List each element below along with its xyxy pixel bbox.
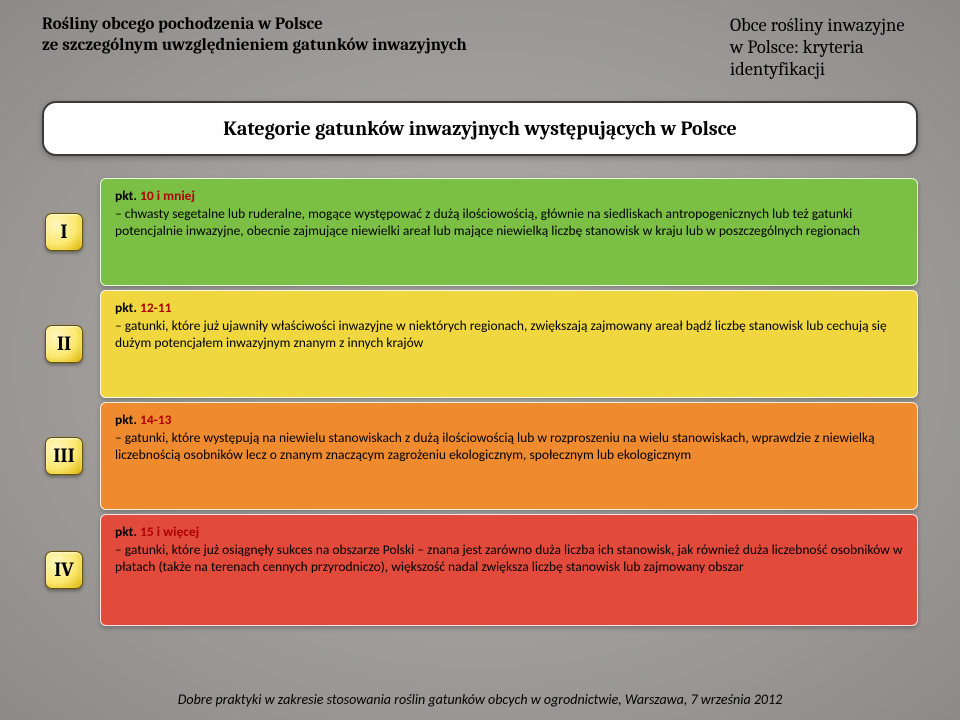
pkt-range: 14-13 (140, 411, 172, 428)
category-text: – chwasty segetalne lub ruderalne, mogąc… (115, 205, 903, 240)
pkt-label: pkt. (115, 299, 140, 316)
category-pkt: pkt. 12-11 (115, 299, 903, 316)
category-badge: II (42, 290, 86, 398)
subtitle-box: Kategorie gatunków inwazyjnych występują… (42, 101, 918, 156)
category-text: – gatunki, które występują na niewielu s… (115, 429, 903, 464)
footer: Dobre praktyki w zakresie stosowania roś… (0, 691, 960, 708)
subtitle: Kategorie gatunków inwazyjnych występują… (68, 117, 892, 140)
category-badge: III (42, 402, 86, 510)
categories-area: Ipkt. 10 i mniej– chwasty segetalne lub … (42, 178, 918, 628)
category-text: – gatunki, które już ujawniły właściwośc… (115, 317, 903, 352)
category-badge: I (42, 178, 86, 286)
category-roman: II (45, 325, 83, 363)
category-roman: I (45, 213, 83, 251)
category-body: pkt. 14-13– gatunki, które występują na … (100, 402, 918, 510)
category-body: pkt. 10 i mniej– chwasty segetalne lub r… (100, 178, 918, 286)
pkt-range: 15 i więcej (140, 523, 199, 540)
category-badge: IV (42, 514, 86, 626)
category-roman: IV (45, 551, 83, 589)
category-text: – gatunki, które już osiągnęły sukces na… (115, 541, 903, 576)
category-pkt: pkt. 14-13 (115, 411, 903, 428)
pkt-range: 10 i mniej (140, 187, 195, 204)
category-body: pkt. 12-11– gatunki, które już ujawniły … (100, 290, 918, 398)
category-row: IV pkt. 15 i więcej– gatunki, które już o… (42, 514, 918, 626)
category-roman: III (45, 437, 83, 475)
category-pkt: pkt. 15 i więcej (115, 523, 903, 540)
category-pkt: pkt. 10 i mniej (115, 187, 903, 204)
header: Rośliny obcego pochodzenia w Polsceze sz… (0, 0, 960, 81)
page-title-right: Obce rośliny inwazyjne w Polsce: kryteri… (730, 14, 908, 81)
footer-text: Dobre praktyki w zakresie stosowania roś… (178, 691, 782, 708)
category-row: III pkt. 14-13– gatunki, które występują … (42, 402, 918, 510)
pkt-label: pkt. (115, 187, 140, 204)
category-row: Ipkt. 10 i mniej– chwasty segetalne lub … (42, 178, 918, 286)
pkt-label: pkt. (115, 523, 140, 540)
category-row: II pkt. 12-11– gatunki, które już ujawnił… (42, 290, 918, 398)
category-body: pkt. 15 i więcej– gatunki, które już osi… (100, 514, 918, 626)
pkt-label: pkt. (115, 411, 140, 428)
pkt-range: 12-11 (140, 299, 172, 316)
page-title-left: Rośliny obcego pochodzenia w Polsceze sz… (42, 14, 467, 81)
